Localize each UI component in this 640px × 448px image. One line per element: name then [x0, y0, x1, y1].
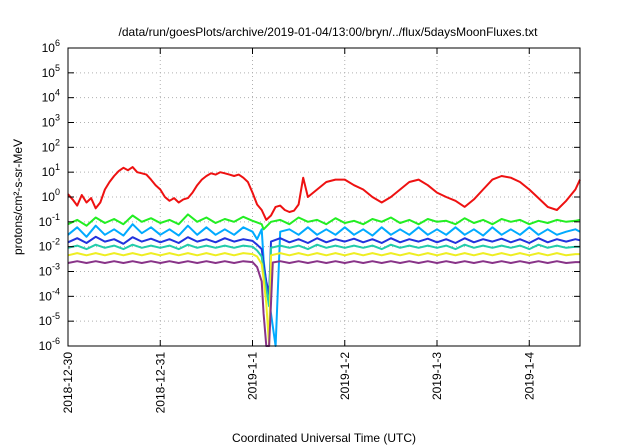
series-line-7: [67, 260, 580, 347]
x-axis-label: Coordinated Universal Time (UTC): [232, 431, 416, 445]
x-tick-label: 2018-12-31: [153, 352, 167, 414]
y-tick-label: 10-4: [39, 286, 60, 303]
y-tick-label: 10-3: [39, 262, 60, 279]
series-line-1: [67, 166, 581, 221]
y-axis-label: protons/cm²-s-sr-MeV: [11, 139, 25, 255]
series-line-3: [67, 223, 581, 347]
series-line-4: [67, 235, 581, 296]
series-line-6: [67, 252, 580, 347]
ticks: 10-6 10-5 10-4 10-3 10-2 10-1 100 101 102 103 104 1…: [39, 38, 580, 413]
y-tick-label: 101: [42, 162, 60, 179]
y-tick-label: 100: [42, 187, 60, 204]
x-tick-label: 2019-1-1: [246, 352, 260, 400]
grid: [68, 48, 580, 346]
y-tick-label: 104: [42, 88, 60, 105]
series-line-2: [67, 213, 581, 231]
y-tick-label: 10-1: [39, 212, 60, 229]
y-tick-label: 106: [42, 38, 60, 55]
y-tick-label: 102: [42, 137, 60, 154]
x-tick-label: 2018-12-30: [61, 352, 75, 414]
x-tick-label: 2019-1-2: [338, 352, 352, 400]
chart-title: /data/run/goesPlots/archive/2019-01-04/1…: [119, 25, 539, 39]
y-tick-label: 10-2: [39, 237, 60, 254]
series-group: [67, 166, 581, 347]
y-tick-label: 103: [42, 113, 60, 130]
y-tick-label: 105: [42, 63, 60, 80]
y-tick-label: 10-6: [39, 336, 60, 353]
x-tick-label: 2019-1-3: [430, 352, 444, 400]
x-tick-label: 2019-1-4: [522, 352, 536, 400]
y-tick-label: 10-5: [39, 311, 60, 328]
series-line-5: [67, 243, 580, 308]
